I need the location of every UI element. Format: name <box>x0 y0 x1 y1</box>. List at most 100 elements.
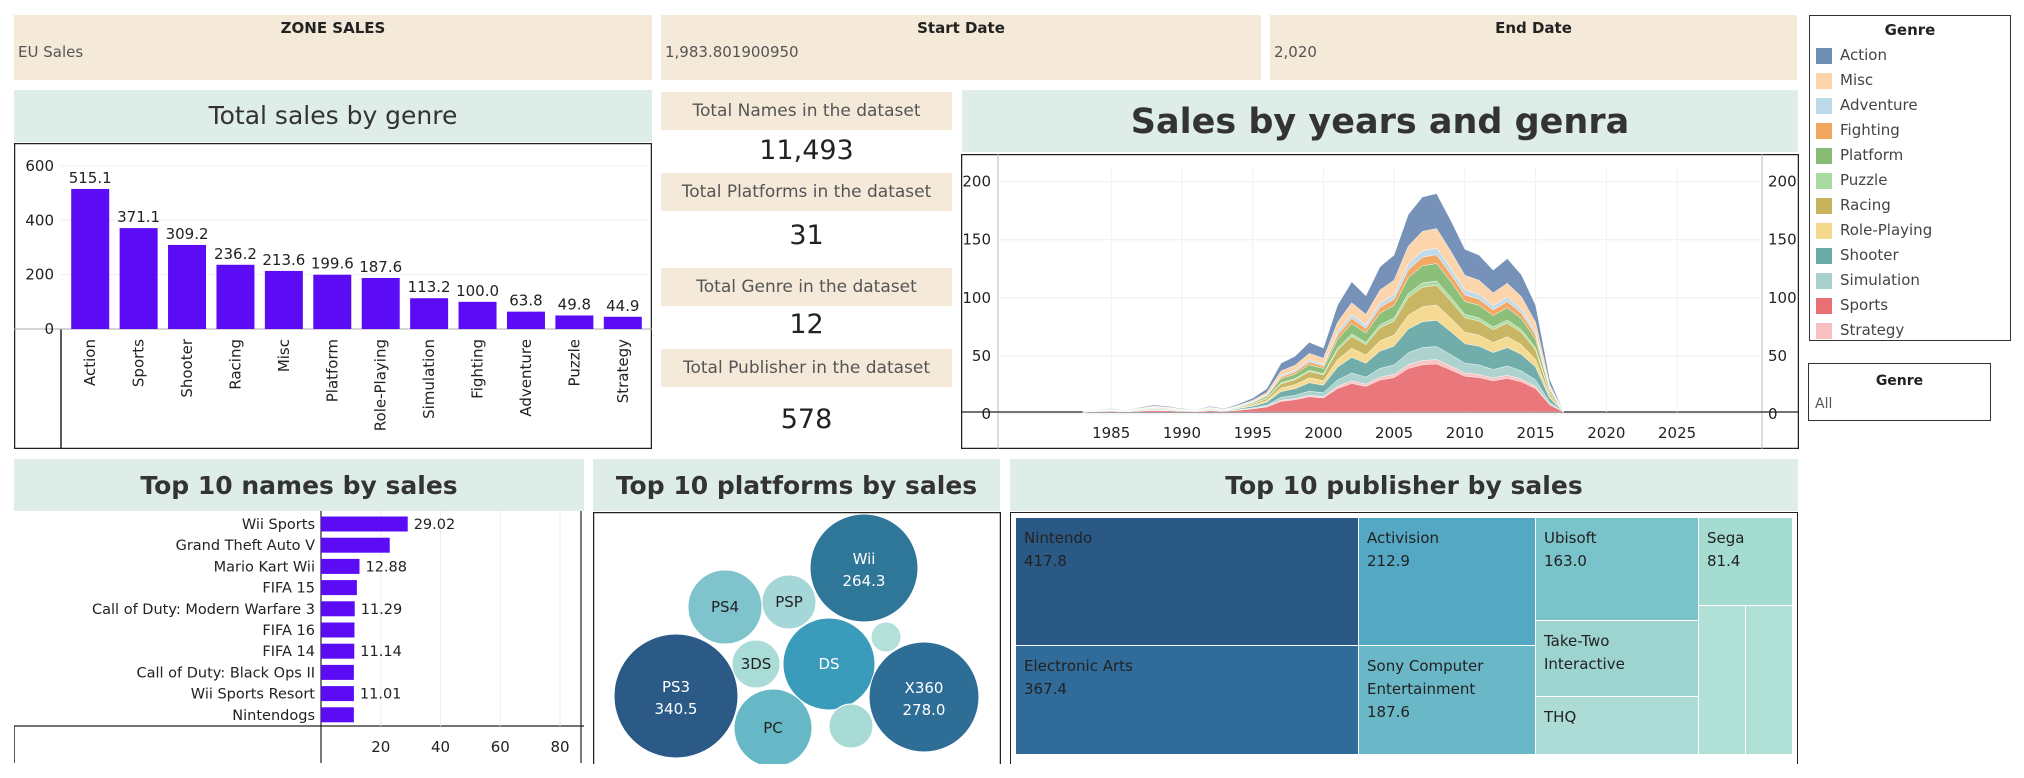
name-bar <box>321 516 408 532</box>
x-tick-label: 40 <box>431 738 450 756</box>
y-tick-label: 0 <box>44 320 54 338</box>
bubble-label: PC <box>763 719 783 737</box>
name-label: FIFA 14 <box>262 644 315 660</box>
bubble-label: X360 <box>905 679 944 697</box>
name-label: Mario Kart Wii <box>214 559 315 575</box>
legend-label: Simulation <box>1840 271 1920 289</box>
y-tick-label-right: 150 <box>1768 231 1797 249</box>
name-label: FIFA 16 <box>262 623 315 639</box>
chart-frame <box>593 512 1001 764</box>
bubble-label: DS <box>818 655 839 673</box>
legend-swatch <box>1816 273 1832 289</box>
legend-label: Strategy <box>1840 321 1905 339</box>
genre-sales-chart: 600 400 200 0 515.1 Action 371.1 Sports 309.2 Sho… <box>14 143 652 449</box>
legend-swatch <box>1816 148 1832 164</box>
genre-filter-title: Genre <box>1875 373 1924 389</box>
legend-label: Sports <box>1840 296 1889 314</box>
legend-label: Misc <box>1840 71 1874 89</box>
x-tick-label: 2020 <box>1587 424 1625 442</box>
top-platforms-title: Top 10 platforms by sales <box>593 459 1000 511</box>
name-bar <box>321 601 355 617</box>
treemap-publisher-value: 212.9 <box>1367 552 1410 570</box>
bubble-pc <box>733 688 813 764</box>
years-sales-title: Sales by years and genra <box>962 90 1798 152</box>
start-date-filter[interactable]: Start Date 1,983.801900950 <box>661 15 1261 80</box>
years-sales-chart: 200 200 150 150 100 100 50 50 0 0 1985 1990 1995 2000… <box>961 154 1799 449</box>
x-tick-label: 1990 <box>1163 424 1201 442</box>
kpi-platforms-label: Total Platforms in the dataset <box>661 173 952 211</box>
legend-label: Shooter <box>1840 246 1899 264</box>
bar-action <box>71 188 110 329</box>
genre-legend: Genre Action Misc Adventure Fighting Platfor… <box>1809 15 2011 341</box>
kpi-publisher-label: Total Publisher in the dataset <box>661 349 952 387</box>
treemap-cell: Sega 81.4 <box>1699 518 1792 605</box>
bubble-ps3 <box>613 633 739 759</box>
end-date-title: End Date <box>1495 19 1572 37</box>
legend-swatch <box>1816 223 1832 239</box>
legend-label: Racing <box>1840 196 1891 214</box>
treemap-publisher-value: 163.0 <box>1544 552 1587 570</box>
name-label: FIFA 15 <box>262 581 315 597</box>
bubble-psp <box>761 574 817 630</box>
end-date-value: 2,020 <box>1274 43 1317 61</box>
kpi-names-label: Total Names in the dataset <box>661 92 952 130</box>
bubble-label: PSP <box>775 593 803 611</box>
x-tick-label: 2010 <box>1446 424 1484 442</box>
bubble-wii <box>809 513 919 623</box>
legend-label: Role-Playing <box>1840 221 1933 239</box>
x-tick-label: Simulation <box>420 339 438 419</box>
zone-sales-filter[interactable]: ZONE SALES EU Sales <box>14 15 652 80</box>
legend-swatch <box>1816 98 1832 114</box>
legend-swatch <box>1816 73 1832 89</box>
name-bar <box>321 558 360 574</box>
name-label: Call of Duty: Black Ops II <box>137 665 316 681</box>
legend-label: Puzzle <box>1840 171 1888 189</box>
genre-sales-title: Total sales by genre <box>14 90 652 142</box>
x-tick-label: 2025 <box>1658 424 1696 442</box>
name-label: Wii Sports Resort <box>191 687 316 703</box>
x-tick-label: 1995 <box>1234 424 1272 442</box>
y-tick-label-right: 100 <box>1768 289 1797 307</box>
bubble-label: PS4 <box>711 598 739 616</box>
x-tick-label: Misc <box>275 339 293 372</box>
x-tick-label: Shooter <box>178 338 196 397</box>
y-tick-label-right: 200 <box>1768 173 1797 191</box>
name-bar-value: 29.02 <box>414 517 456 533</box>
y-tick-label-left: 150 <box>962 231 991 249</box>
bubble-value: 264.3 <box>843 572 886 590</box>
name-label: Wii Sports <box>242 517 315 533</box>
treemap-publisher-value: 417.8 <box>1024 552 1067 570</box>
genre-legend-title: Genre <box>1884 21 1936 39</box>
legend-label: Action <box>1840 46 1887 64</box>
genre-filter[interactable]: Genre All <box>1808 363 1991 421</box>
name-bar <box>321 580 357 596</box>
y-tick-label: 200 <box>25 266 54 284</box>
kpi-genre-value: 12 <box>789 309 824 340</box>
x-tick-label: Action <box>81 339 99 386</box>
treemap-cell <box>1699 606 1745 754</box>
x-tick-label: Strategy <box>614 339 632 403</box>
kpi-genre-label: Total Genre in the dataset <box>661 268 952 306</box>
name-bar <box>321 622 355 638</box>
y-tick-label-left: 100 <box>962 289 991 307</box>
bar-value-label: 213.6 <box>262 251 305 269</box>
bubble-label: Wii <box>853 550 876 568</box>
treemap-publisher-name: THQ <box>1544 708 1577 726</box>
legend-swatch <box>1816 248 1832 264</box>
name-bar-value: 12.88 <box>365 559 407 575</box>
end-date-filter[interactable]: End Date 2,020 <box>1270 15 1797 80</box>
bar-value-label: 309.2 <box>166 225 209 243</box>
name-bar <box>321 707 354 723</box>
bar-misc <box>264 270 303 329</box>
chart-frame <box>14 143 652 449</box>
treemap-publisher-name: Sega <box>1707 529 1745 547</box>
treemap-cell <box>1746 606 1792 754</box>
name-bar <box>321 643 355 659</box>
name-label: Grand Theft Auto V <box>176 538 315 554</box>
y-tick-label-right: 50 <box>1768 347 1787 365</box>
name-label: Nintendogs <box>232 708 315 724</box>
x-tick-label: 60 <box>491 738 510 756</box>
bar-shooter <box>168 244 207 329</box>
bar-racing <box>216 264 255 329</box>
x-tick-label: 80 <box>551 738 570 756</box>
